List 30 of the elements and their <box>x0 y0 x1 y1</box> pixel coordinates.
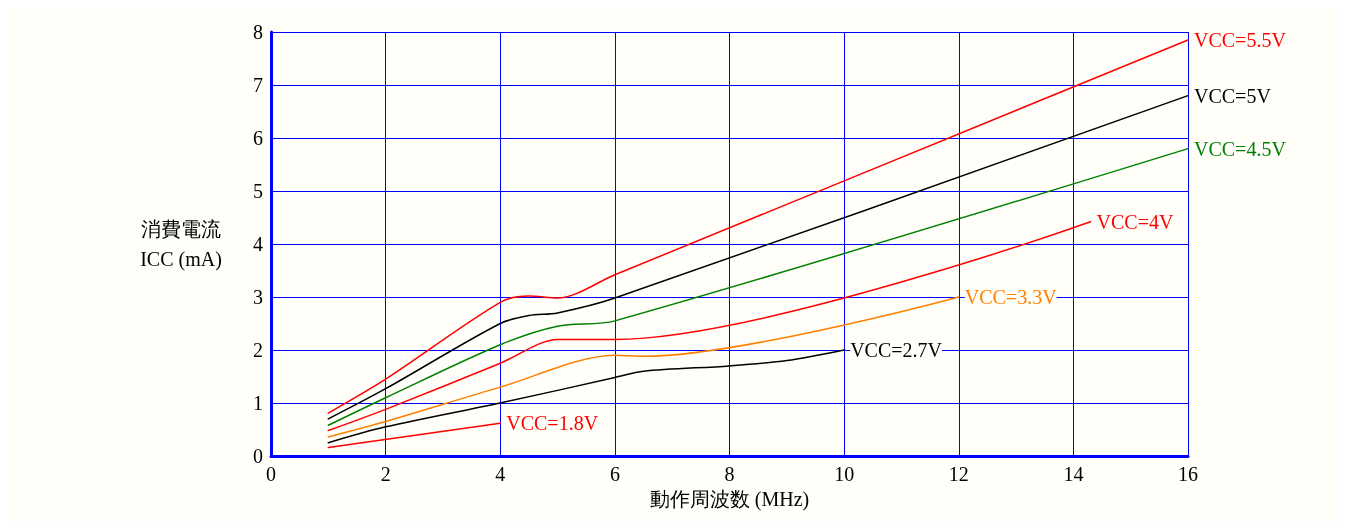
y-tick-label: 1 <box>253 392 263 414</box>
series-label: VCC=2.7V <box>850 339 943 361</box>
y-tick-label: 6 <box>253 127 263 149</box>
x-tick-label: 4 <box>495 463 506 485</box>
line-series <box>327 39 1189 414</box>
y-tick-label: 0 <box>253 445 263 467</box>
x-tick-label: 14 <box>1063 463 1084 485</box>
series-label: VCC=4.5V <box>1194 137 1287 160</box>
line-series <box>327 220 1092 432</box>
y-tick-label: 8 <box>253 21 263 43</box>
series-label: VCC=5V <box>1194 84 1272 107</box>
x-tick-label: 12 <box>948 463 969 485</box>
series-label: VCC=3.3V <box>964 286 1058 308</box>
line-series <box>327 349 845 444</box>
x-axis-title: 動作周波数 (MHz) <box>649 487 810 511</box>
series-label: VCC=4V <box>1096 210 1174 233</box>
x-tick-label: 2 <box>380 463 391 485</box>
y-tick-label: 3 <box>253 286 263 308</box>
x-tick-label: 6 <box>609 463 620 485</box>
x-tick-label: 16 <box>1178 463 1198 485</box>
y-tick-label: 7 <box>253 74 263 96</box>
y-tick-label: 4 <box>253 233 263 255</box>
y-tick-label: 5 <box>253 180 263 202</box>
y-tick-label: 2 <box>253 339 263 361</box>
x-tick-label: 8 <box>724 463 735 485</box>
y-axis-title: 消費電流 ICC (mA) <box>140 218 222 271</box>
line-series <box>327 296 960 438</box>
series-label: VCC=1.8V <box>506 412 599 435</box>
series-label: VCC=5.5V <box>1194 28 1287 51</box>
x-tick-label: 10 <box>834 463 855 485</box>
